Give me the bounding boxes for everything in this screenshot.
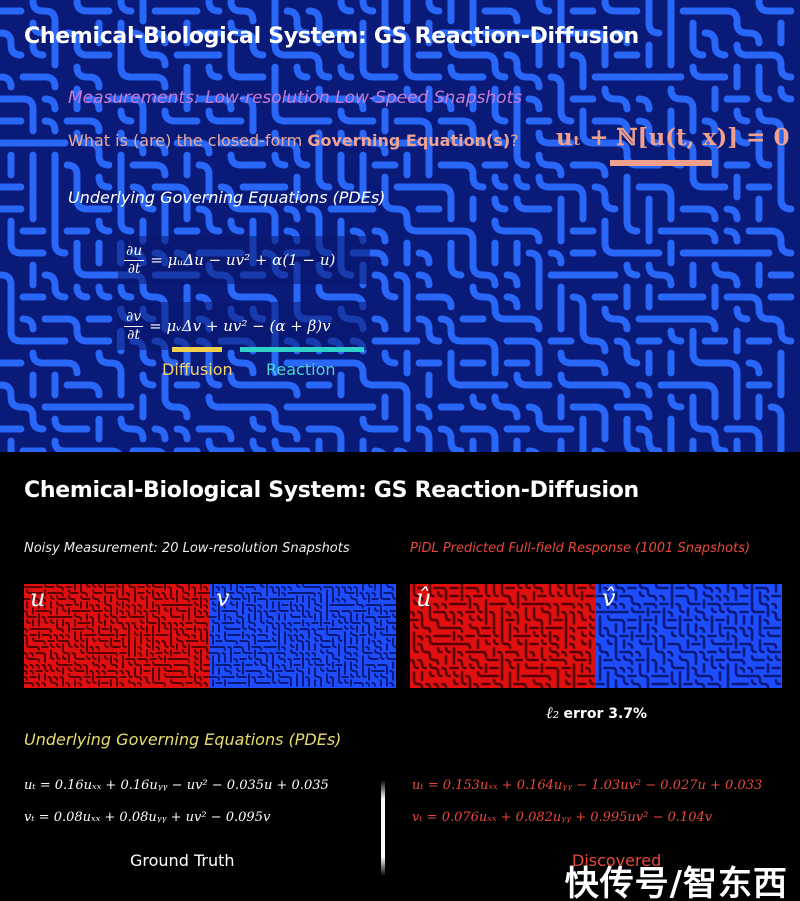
field-u-hat-label: û bbox=[416, 584, 432, 612]
bottom-underlying-heading: Underlying Governing Equations (PDEs) bbox=[24, 730, 342, 749]
question-text: What is (are) the closed-form Governing … bbox=[68, 131, 519, 150]
error-value: error 3.7% bbox=[563, 706, 648, 722]
error-symbol: ℓ₂ bbox=[546, 703, 560, 722]
discovered-eq-u: uₜ = 0.153uₓₓ + 0.164uᵧᵧ − 1.03uv² − 0.0… bbox=[412, 778, 763, 793]
reaction-bar bbox=[240, 347, 364, 352]
equation-u: ∂u ∂t = μᵤΔu − uv² + α(1 − u) bbox=[118, 236, 370, 284]
eq-u-denominator: ∂t bbox=[127, 260, 141, 277]
column-divider bbox=[381, 780, 385, 876]
field-u-pattern bbox=[24, 584, 210, 688]
top-title: Chemical-Biological System: GS Reaction-… bbox=[24, 24, 639, 49]
field-v-hat-pattern bbox=[596, 584, 782, 688]
ground-truth-label: Ground Truth bbox=[130, 851, 235, 870]
watermark: 快传号/智东西 bbox=[564, 864, 788, 901]
eq-u-rhs: = μᵤΔu − uv² + α(1 − u) bbox=[150, 251, 336, 269]
question-prefix: What is (are) the closed-form bbox=[68, 131, 308, 150]
field-u-noisy: u bbox=[24, 584, 210, 688]
measurements-caption: Measurements: Low-resolution Low-Speed S… bbox=[68, 88, 523, 108]
ground-truth-eq-v: vₜ = 0.08uₓₓ + 0.08uᵧᵧ + uv² − 0.095v bbox=[24, 810, 271, 825]
eq-v-numerator: ∂v bbox=[124, 308, 144, 327]
reaction-diffusion-pattern bbox=[0, 0, 795, 452]
field-u-label: u bbox=[30, 584, 46, 612]
bottom-title: Chemical-Biological System: GS Reaction-… bbox=[24, 478, 639, 503]
equation-v: ∂v ∂t = μᵥΔv + uv² − (α + β)v bbox=[118, 302, 370, 350]
error-readout: ℓ₂ error 3.7% bbox=[546, 703, 647, 723]
eq-u-fraction: ∂u ∂t bbox=[124, 242, 145, 278]
field-v-predicted: v̂ bbox=[596, 584, 782, 688]
field-v-label: v bbox=[216, 584, 230, 612]
eq-v-fraction: ∂v ∂t bbox=[124, 308, 144, 344]
top-panel: Chemical-Biological System: GS Reaction-… bbox=[0, 0, 800, 452]
noisy-measurement-caption: Noisy Measurement: 20 Low-resolution Sna… bbox=[24, 541, 350, 556]
eq-u-numerator: ∂u bbox=[124, 242, 145, 261]
operator-underline bbox=[610, 160, 712, 166]
eq-v-rhs: = μᵥΔv + uv² − (α + β)v bbox=[149, 317, 331, 335]
discovered-eq-v: vₜ = 0.076uₓₓ + 0.082uᵧᵧ + 0.995uv² − 0.… bbox=[412, 810, 713, 825]
field-u-predicted: û bbox=[410, 584, 596, 688]
field-u-hat-pattern bbox=[410, 584, 596, 688]
general-equation: uₜ + ℕ[u(t, x)] = 0 bbox=[556, 124, 790, 151]
ground-truth-eq-u: uₜ = 0.16uₓₓ + 0.16uᵧᵧ − uv² − 0.035u + … bbox=[24, 778, 329, 793]
reaction-label: Reaction bbox=[266, 360, 336, 379]
underlying-equations-heading: Underlying Governing Equations (PDEs) bbox=[68, 188, 386, 207]
diffusion-bar bbox=[172, 347, 222, 352]
diffusion-label: Diffusion bbox=[162, 360, 233, 379]
discovered-label: Discovered bbox=[572, 851, 662, 870]
eq-v-denominator: ∂t bbox=[127, 326, 141, 343]
question-bold: Governing Equation(s) bbox=[307, 131, 511, 150]
field-v-noisy: v bbox=[210, 584, 396, 688]
field-v-pattern bbox=[210, 584, 396, 688]
pidl-prediction-caption: PiDL Predicted Full-field Response (1001… bbox=[410, 541, 751, 556]
field-v-hat-label: v̂ bbox=[602, 584, 616, 612]
question-suffix: ? bbox=[510, 131, 519, 150]
